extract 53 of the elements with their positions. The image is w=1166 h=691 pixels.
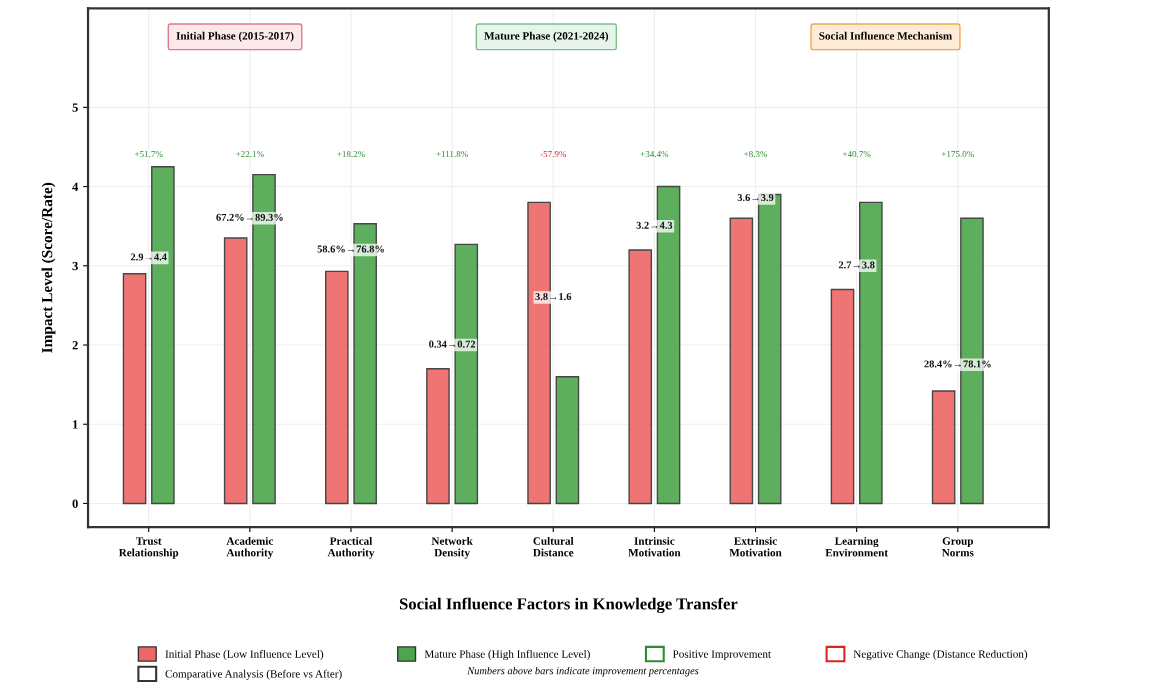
bar: [223, 237, 248, 505]
annotation: +51.7%: [134, 151, 163, 158]
annotation: +40.7%: [842, 151, 871, 158]
x-tick-label: Group Norms: [941, 537, 974, 557]
x-axis-title: Social Influence Factors in Knowledge Transfer: [399, 597, 738, 614]
bar: [555, 376, 580, 505]
x-tick-label: Network Density: [431, 536, 473, 559]
legend-label: Initial Phase (Low Influence Level): [165, 649, 324, 661]
annotation: 67.2%→89.3%: [216, 213, 283, 221]
annotation: +34.4%: [640, 151, 669, 158]
x-tick-label: Extrinsic Motivation: [729, 536, 782, 557]
bar: [628, 249, 653, 505]
annotation: 58.6%→76.8%: [317, 245, 384, 253]
annotation: 2.9→4.4: [130, 253, 167, 261]
text: Positive Improvement: [672, 650, 771, 661]
annotation: +22.1%: [236, 151, 264, 158]
annotation: +111.8%: [436, 151, 468, 158]
legend-label: Mature Phase (High Influence Level): [424, 649, 590, 661]
y-tick-label: 4: [72, 182, 79, 191]
text: Comparative Analysis (Before vs After): [165, 669, 342, 680]
bar: [426, 368, 450, 505]
annotation: 3.6→3.9: [737, 194, 774, 202]
annotation: +18.2%: [337, 151, 365, 158]
text: Negative Change (Distance Reduction): [853, 649, 1028, 661]
annotation: -57.9%: [540, 151, 567, 158]
x-tick-label: Practical Authority: [327, 536, 375, 559]
annotation: 0.34→0.72: [429, 340, 476, 348]
bar: [830, 288, 855, 505]
y-tick-label: 1: [73, 420, 78, 429]
text: Numbers above bars indicate improvement percentages: [467, 666, 699, 677]
bar: [325, 270, 349, 505]
annotation: 28.4%→78.1%: [924, 360, 991, 368]
annotation: Social Influence Mechanism: [819, 31, 952, 40]
annotation: +175.0%: [941, 151, 974, 158]
x-tick-label: Intrinsic Motivation: [628, 536, 681, 557]
y-tick-label: 5: [72, 103, 78, 112]
bar: [729, 217, 754, 505]
bar: [122, 273, 147, 505]
annotation: 3.8→1.6: [535, 293, 572, 301]
annotation: +8.3%: [744, 151, 768, 158]
y-axis-title: Impact Level (Score/Rate): [41, 182, 56, 353]
annotation: 2.7→3.8: [838, 261, 875, 269]
x-tick-label: Trust Relationship: [118, 537, 179, 559]
x-tick-label: Learning Environment: [825, 536, 888, 557]
y-tick-label: 3: [72, 261, 78, 271]
annotation: 3.2→4.3: [636, 221, 673, 229]
bar: [931, 390, 956, 505]
annotation: Mature Phase (2021-2024): [484, 31, 609, 42]
x-tick-label: Academic Authority: [226, 536, 274, 559]
x-tick-label: Cultural Distance: [533, 536, 574, 557]
y-tick-label: 2: [72, 341, 78, 350]
y-tick-label: 0: [72, 499, 78, 508]
annotation: Initial Phase (2015-2017): [176, 31, 294, 42]
